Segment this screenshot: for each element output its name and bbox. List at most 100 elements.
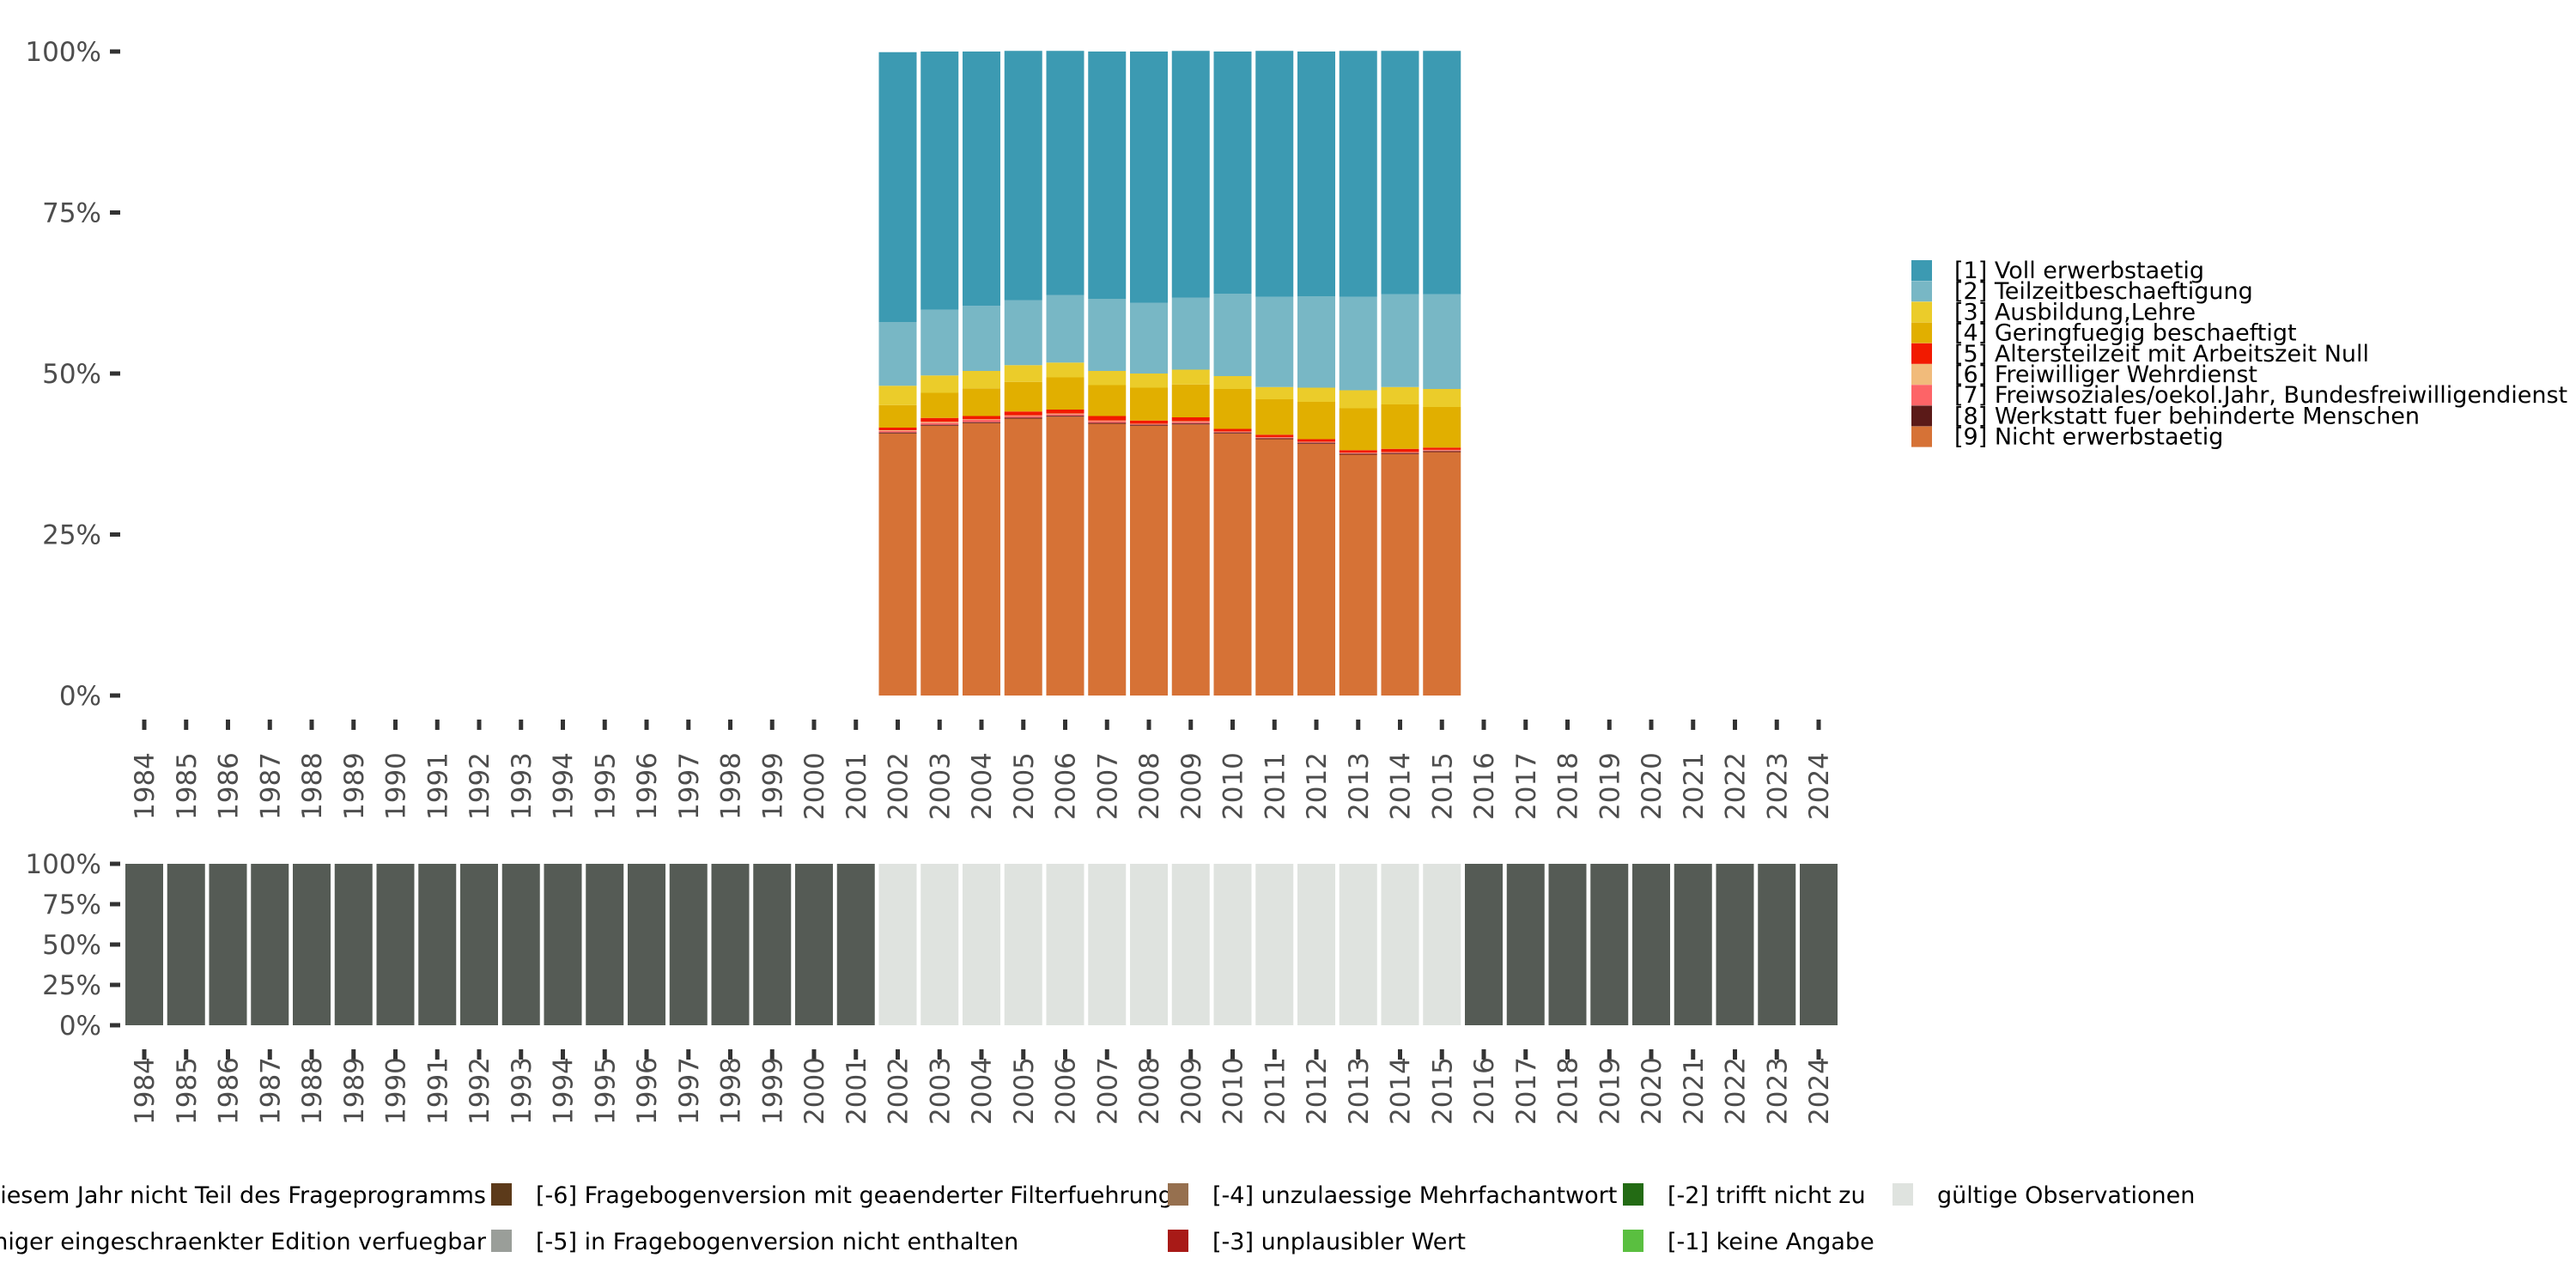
bottom-bar-segment xyxy=(1716,864,1754,1025)
bottom-x-tick-label: 1998 xyxy=(716,1057,747,1125)
top-bar-segment xyxy=(1171,423,1210,425)
bottom-x-tick-label: 2008 xyxy=(1134,1057,1165,1125)
bottom-bar-segment xyxy=(1297,864,1335,1025)
bottom-bar-segment xyxy=(1800,864,1838,1025)
bottom-x-tick-label: 2007 xyxy=(1092,1057,1123,1125)
top-x-tick-label: 1993 xyxy=(507,752,538,820)
top-bar-segment xyxy=(1381,453,1419,454)
top-bar-segment xyxy=(920,375,959,393)
bottom-bar-segment xyxy=(1213,864,1252,1025)
top-bar-segment xyxy=(1213,52,1252,294)
legend-label: niger eingeschraenkter Edition verfuegba… xyxy=(0,1229,487,1255)
top-bar-segment xyxy=(1171,384,1210,417)
top-bar-segment xyxy=(963,52,1000,307)
legend-label: [8] Werkstatt fuer behinderte Menschen xyxy=(1954,403,2420,429)
bottom-x-tick-label: 1999 xyxy=(757,1057,788,1125)
bottom-bar-segment xyxy=(628,864,665,1025)
top-bar-segment xyxy=(1381,448,1419,453)
top-bar-segment xyxy=(1297,442,1335,444)
top-bar-segment xyxy=(963,419,1000,420)
top-bar-segment xyxy=(1339,450,1377,453)
legend-swatch xyxy=(1623,1230,1643,1252)
top-bar-segment xyxy=(1130,425,1168,696)
bottom-y-tick-label: 100% xyxy=(25,849,101,880)
top-x-tick-label: 2021 xyxy=(1679,752,1710,820)
top-x-tick-label: 2017 xyxy=(1511,752,1542,820)
top-bar-segment xyxy=(1088,371,1127,386)
legend-swatch xyxy=(1911,364,1932,385)
bottom-bar-segment xyxy=(544,864,582,1025)
top-bar-segment xyxy=(1130,52,1168,303)
top-bar-segment xyxy=(1297,439,1335,442)
bottom-bar-segment xyxy=(460,864,498,1025)
top-x-tick-label: 2003 xyxy=(925,752,956,820)
legend-label: [7] Freiwsoziales/oekol.Jahr, Bundesfrei… xyxy=(1954,382,2567,409)
bottom-x-tick-label: 2004 xyxy=(967,1057,998,1125)
top-bar-segment xyxy=(920,425,959,696)
top-bar-segment xyxy=(1130,302,1168,374)
top-x-tick-label: 1985 xyxy=(172,752,203,820)
bottom-x-tick-label: 1992 xyxy=(465,1057,495,1125)
top-bar-segment xyxy=(1004,51,1042,301)
top-x-tick-label: 1996 xyxy=(632,752,663,820)
top-bar-segment xyxy=(878,428,917,430)
top-x-tick-label: 2020 xyxy=(1637,752,1668,820)
bottom-x-tick-label: 2012 xyxy=(1302,1057,1333,1125)
top-bar-segment xyxy=(1046,414,1084,416)
top-x-tick-label: 1999 xyxy=(757,752,788,820)
top-x-tick-label: 2004 xyxy=(967,752,998,820)
top-bar-segment xyxy=(1213,376,1252,389)
bottom-x-tick-label: 2003 xyxy=(925,1057,956,1125)
legend-swatch xyxy=(1911,301,1932,323)
top-bar-segment xyxy=(1213,428,1252,432)
top-bar-segment xyxy=(1255,386,1294,399)
top-bar-segment xyxy=(878,404,917,428)
legend-swatch xyxy=(491,1230,512,1252)
bottom-bar-segment xyxy=(1004,864,1042,1025)
top-bar-segment xyxy=(1297,296,1335,388)
bottom-bar-segment xyxy=(1758,864,1796,1025)
top-bar-segment xyxy=(1297,443,1335,696)
top-y-tick-label: 50% xyxy=(42,359,101,390)
legend-label: [4] Geringfuegig beschaeftigt xyxy=(1954,320,2297,347)
bottom-bar-segment xyxy=(711,864,750,1025)
bottom-x-tick-label: 1984 xyxy=(130,1057,161,1125)
top-x-tick-label: 1992 xyxy=(465,752,495,820)
top-bar-segment xyxy=(1423,294,1461,389)
top-bar-segment xyxy=(1255,51,1294,297)
top-bar-segment xyxy=(1339,454,1377,696)
top-x-tick-label: 2006 xyxy=(1051,752,1082,820)
bottom-x-tick-label: 2017 xyxy=(1511,1057,1542,1125)
bottom-x-axis: 1984 1985 1986 1987 1988 1989 1990 1991 1992 1993… xyxy=(130,1049,1835,1125)
top-bar-segment xyxy=(920,392,959,418)
top-bar-segment xyxy=(1171,417,1210,422)
top-x-tick-label: 2016 xyxy=(1469,752,1500,820)
top-x-tick-label: 1984 xyxy=(130,752,161,820)
legend-label: gültige Observationen xyxy=(1937,1182,2195,1209)
top-bar-segment xyxy=(1046,413,1084,415)
top-bar-segment xyxy=(1004,411,1042,416)
top-bar-segment xyxy=(1088,423,1127,696)
top-bar-segment xyxy=(1381,51,1419,295)
top-bar-segment xyxy=(1088,299,1127,371)
legend-label: iesem Jahr nicht Teil des Frageprogramms xyxy=(0,1182,486,1209)
top-x-tick-label: 1991 xyxy=(422,752,453,820)
bottom-bar-segment xyxy=(1674,864,1712,1025)
legend-swatch xyxy=(491,1183,512,1206)
bottom-bar-segment xyxy=(878,864,917,1025)
top-bar-segment xyxy=(1423,407,1461,448)
bottom-x-tick-label: 2022 xyxy=(1721,1057,1752,1125)
top-x-tick-label: 1988 xyxy=(297,752,328,820)
top-y-tick-label: 100% xyxy=(25,37,101,68)
bottom-x-tick-label: 2000 xyxy=(799,1057,830,1125)
top-bar-segment xyxy=(963,416,1000,420)
top-bar-segment xyxy=(1297,441,1335,443)
bottom-bar-segment xyxy=(1423,864,1461,1025)
top-bar-segment xyxy=(1423,447,1461,450)
top-x-tick-label: 2012 xyxy=(1302,752,1333,820)
top-x-tick-label: 2001 xyxy=(841,752,872,820)
bottom-bar-segment xyxy=(795,864,833,1025)
bottom-bar-segment xyxy=(251,864,289,1025)
top-x-tick-label: 2009 xyxy=(1176,752,1207,820)
